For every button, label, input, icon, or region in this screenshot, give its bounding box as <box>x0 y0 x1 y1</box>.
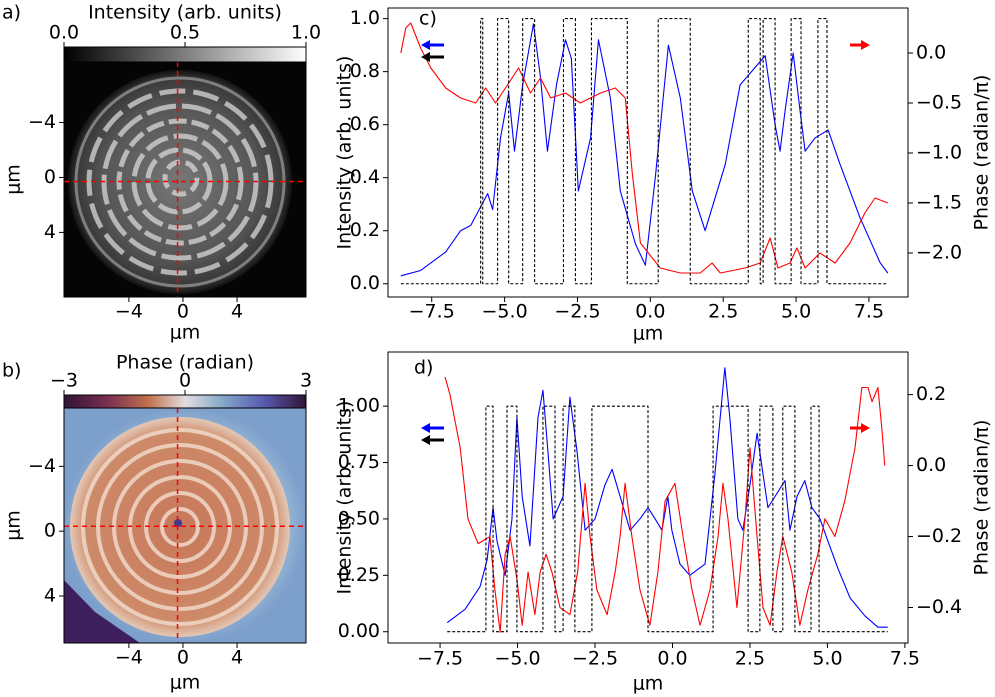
x-tick-label: 0 <box>177 301 189 323</box>
y2-tick-label: −2.0 <box>916 242 962 264</box>
phase-line <box>400 22 889 274</box>
x-tick-label: −5.0 <box>494 648 540 670</box>
colorbar <box>63 46 307 63</box>
colorbar-tick-label: 0.0 <box>49 22 79 44</box>
y2-tick-label: 0.2 <box>916 383 946 405</box>
y-tick-label: 0.2 <box>350 219 380 241</box>
axis-arrow-head <box>421 423 430 433</box>
y-tick-label: 0 <box>44 520 56 542</box>
y-axis-label: μm <box>3 164 25 195</box>
panel-label: b) <box>2 360 21 382</box>
x-tick-label: 0.0 <box>635 301 665 323</box>
x-tick-label: 5.0 <box>781 301 811 323</box>
y-tick-label: 0.6 <box>350 113 380 135</box>
x-tick-label: 0.0 <box>657 648 687 670</box>
plot-lines <box>444 367 888 633</box>
y-tick-label: 0.25 <box>338 564 380 586</box>
intensity-line <box>400 23 889 277</box>
y-tick-label: 0.4 <box>350 166 380 188</box>
y-tick-label: 1.0 <box>350 7 380 29</box>
y2-axis-label: Phase (radian/π) <box>971 420 993 576</box>
axis-arrow-head <box>421 435 430 445</box>
y-tick-label: −4 <box>28 455 56 477</box>
y-tick-label: 0.0 <box>350 272 380 294</box>
x-tick-label: 5.0 <box>812 648 842 670</box>
colorbar-tick-label: 3 <box>300 370 312 392</box>
image-center <box>174 519 182 527</box>
x-tick-label: −7.5 <box>409 301 455 323</box>
x-tick-label: 4 <box>231 301 243 323</box>
mask-line <box>400 18 888 285</box>
y2-tick-label: −0.2 <box>916 525 962 547</box>
colorbar-tick-label: 1.0 <box>291 22 321 44</box>
crosshair <box>64 408 306 643</box>
colorbar-label: Phase (radian) <box>116 352 254 374</box>
y-tick-label: 4 <box>44 221 56 243</box>
plot-frame <box>387 7 909 298</box>
x-axis-label: μm <box>633 323 664 345</box>
y2-tick-label: −0.4 <box>916 596 962 618</box>
panel-label: d) <box>414 357 433 379</box>
plot-frame <box>63 61 307 298</box>
crosshair <box>64 62 306 297</box>
x-axis-label: μm <box>170 322 201 344</box>
x-tick-label: 0 <box>177 647 189 669</box>
y2-tick-label: −0.5 <box>916 92 962 114</box>
y-tick-label: 0.00 <box>338 620 380 642</box>
x-tick-label: −2.5 <box>554 301 600 323</box>
x-tick-label: −4 <box>115 647 143 669</box>
y2-tick-label: 0.0 <box>916 454 946 476</box>
mask-line <box>447 405 888 633</box>
x-axis-label: μm <box>633 673 664 695</box>
x-tick-label: −2.5 <box>572 648 618 670</box>
y2-tick-label: −1.5 <box>916 192 962 214</box>
x-tick-label: 7.5 <box>890 648 920 670</box>
phase-line <box>444 376 886 633</box>
x-tick-label: 7.5 <box>854 301 884 323</box>
colorbar <box>63 394 307 409</box>
colorbar-tick-label: 0 <box>179 370 191 392</box>
y-tick-label: 0.8 <box>350 60 380 82</box>
axis-arrow-head <box>421 52 430 62</box>
x-tick-label: −5.0 <box>482 301 528 323</box>
panel-label: a) <box>2 2 21 24</box>
image-ring <box>162 159 200 197</box>
image-corner <box>64 580 140 643</box>
y2-axis-label: Phase (radian/π) <box>971 75 993 231</box>
y-tick-label: −4 <box>28 111 56 133</box>
y-axis-label: μm <box>3 510 25 541</box>
x-tick-label: 2.5 <box>735 648 765 670</box>
image-disk <box>68 70 292 294</box>
y2-tick-label: 0.0 <box>916 42 946 64</box>
y-axis-label: Intensity (arb. units) <box>334 56 356 250</box>
plot-frame <box>63 407 307 644</box>
x-axis-label: μm <box>170 672 201 694</box>
image-disk <box>70 417 290 637</box>
axis-arrow-head <box>861 423 870 433</box>
intensity-image <box>64 62 306 297</box>
colorbar-label: Intensity (arb. units) <box>88 2 282 24</box>
image-ring <box>160 507 200 547</box>
x-tick-label: 2.5 <box>708 301 738 323</box>
y2-tick-label: −1.0 <box>916 142 962 164</box>
axis-arrow-head <box>861 40 870 50</box>
panel-label: c) <box>419 8 437 30</box>
x-tick-label: −7.5 <box>417 648 463 670</box>
plot-lines <box>400 18 889 285</box>
y-axis-label: Intensity (arb. units) <box>334 401 356 595</box>
plot-frame <box>387 351 909 644</box>
y-tick-label: 0.50 <box>338 507 380 529</box>
x-tick-label: 4 <box>231 647 243 669</box>
y-tick-label: 1.00 <box>338 395 380 417</box>
phase-image <box>64 408 306 643</box>
colorbar-tick-label: 0.5 <box>170 22 200 44</box>
y-tick-label: 0 <box>44 166 56 188</box>
y-tick-label: 0.75 <box>338 451 380 473</box>
y-tick-label: 4 <box>44 585 56 607</box>
x-tick-label: −4 <box>115 301 143 323</box>
axis-arrow-head <box>421 40 430 50</box>
colorbar-tick-label: −3 <box>50 370 78 392</box>
